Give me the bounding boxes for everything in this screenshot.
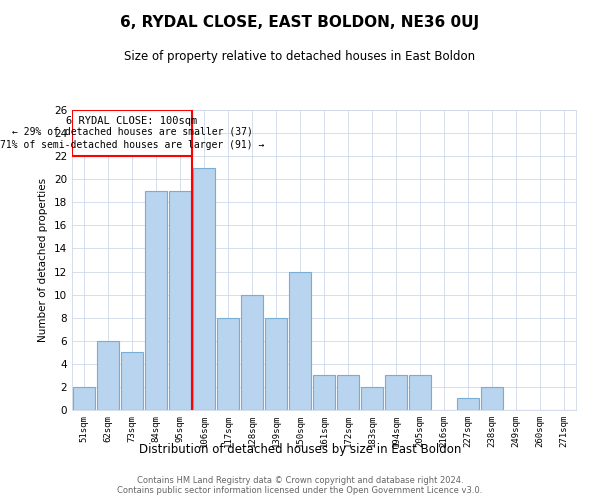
Text: ← 29% of detached houses are smaller (37): ← 29% of detached houses are smaller (37…	[11, 127, 253, 137]
Bar	[121, 352, 143, 410]
Text: Contains public sector information licensed under the Open Government Licence v3: Contains public sector information licen…	[118, 486, 482, 495]
Text: 6, RYDAL CLOSE, EAST BOLDON, NE36 0UJ: 6, RYDAL CLOSE, EAST BOLDON, NE36 0UJ	[121, 15, 479, 30]
Text: Distribution of detached houses by size in East Boldon: Distribution of detached houses by size …	[139, 442, 461, 456]
Bar	[217, 318, 239, 410]
Text: 6 RYDAL CLOSE: 100sqm: 6 RYDAL CLOSE: 100sqm	[67, 116, 197, 126]
Bar	[361, 387, 383, 410]
Bar	[193, 168, 215, 410]
Bar	[73, 387, 95, 410]
Bar	[289, 272, 311, 410]
Bar	[169, 191, 191, 410]
Bar	[265, 318, 287, 410]
Bar	[72, 110, 192, 156]
Text: 71% of semi-detached houses are larger (91) →: 71% of semi-detached houses are larger (…	[0, 140, 264, 150]
Bar	[385, 376, 407, 410]
Text: Size of property relative to detached houses in East Boldon: Size of property relative to detached ho…	[124, 50, 476, 63]
Bar	[481, 387, 503, 410]
Bar	[145, 191, 167, 410]
Bar	[337, 376, 359, 410]
Bar	[97, 341, 119, 410]
Bar	[313, 376, 335, 410]
Bar	[457, 398, 479, 410]
Y-axis label: Number of detached properties: Number of detached properties	[38, 178, 49, 342]
Bar	[409, 376, 431, 410]
Text: Contains HM Land Registry data © Crown copyright and database right 2024.: Contains HM Land Registry data © Crown c…	[137, 476, 463, 485]
Bar	[241, 294, 263, 410]
